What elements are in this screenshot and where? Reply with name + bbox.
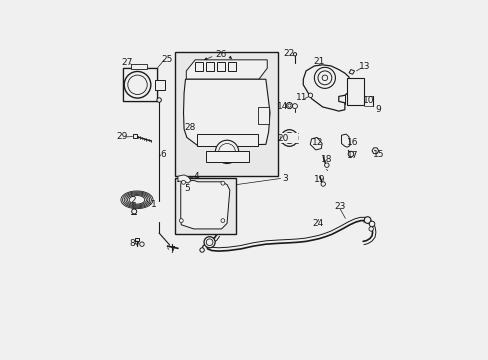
- Text: 26: 26: [215, 50, 227, 59]
- Bar: [132, 134, 137, 138]
- Text: 5: 5: [184, 184, 190, 193]
- Bar: [346, 77, 363, 105]
- Circle shape: [324, 163, 328, 167]
- Polygon shape: [371, 148, 378, 154]
- Bar: [281, 133, 297, 143]
- Bar: [155, 80, 164, 90]
- Circle shape: [157, 98, 161, 102]
- Bar: [257, 107, 268, 123]
- Bar: [206, 151, 249, 162]
- Text: 8: 8: [129, 239, 135, 248]
- Text: 22: 22: [283, 49, 294, 58]
- Bar: [228, 62, 236, 71]
- Text: 7: 7: [168, 246, 174, 255]
- Bar: [196, 134, 257, 146]
- Text: 21: 21: [313, 57, 325, 66]
- Text: 27: 27: [122, 58, 133, 67]
- Bar: [346, 78, 363, 104]
- Circle shape: [364, 217, 370, 223]
- Circle shape: [179, 219, 183, 222]
- Circle shape: [131, 209, 137, 214]
- Circle shape: [292, 104, 297, 109]
- Circle shape: [181, 180, 185, 184]
- Bar: [135, 238, 139, 241]
- Bar: [175, 179, 236, 234]
- Text: 16: 16: [346, 139, 358, 148]
- Bar: [122, 68, 157, 102]
- Text: 6: 6: [160, 150, 166, 158]
- Circle shape: [320, 182, 325, 186]
- Circle shape: [215, 140, 238, 163]
- Polygon shape: [181, 180, 229, 229]
- Polygon shape: [309, 138, 322, 150]
- Text: 3: 3: [282, 174, 287, 183]
- Text: 4: 4: [193, 172, 199, 181]
- Bar: [131, 64, 147, 69]
- Text: 2: 2: [130, 196, 135, 205]
- Text: 1: 1: [151, 200, 157, 209]
- Text: 25: 25: [162, 54, 173, 63]
- Circle shape: [347, 151, 353, 157]
- Circle shape: [286, 103, 292, 109]
- Polygon shape: [186, 60, 267, 79]
- Text: 20: 20: [277, 134, 288, 143]
- Circle shape: [221, 181, 224, 185]
- Text: 15: 15: [372, 150, 384, 158]
- Text: 11: 11: [296, 93, 307, 102]
- Bar: [217, 62, 224, 71]
- Text: 17: 17: [346, 151, 358, 160]
- Text: 10: 10: [363, 95, 374, 104]
- Text: 18: 18: [320, 155, 331, 164]
- Polygon shape: [178, 175, 191, 183]
- Text: 24: 24: [311, 220, 323, 229]
- Polygon shape: [303, 65, 350, 111]
- Circle shape: [203, 237, 215, 248]
- Bar: [175, 51, 277, 176]
- Text: 23: 23: [333, 202, 345, 211]
- Polygon shape: [348, 69, 354, 74]
- Polygon shape: [341, 134, 349, 147]
- Text: 29: 29: [116, 132, 127, 141]
- Text: 13: 13: [358, 62, 369, 71]
- Circle shape: [140, 242, 144, 246]
- Circle shape: [314, 67, 335, 89]
- Circle shape: [368, 221, 374, 227]
- Text: 14: 14: [277, 102, 288, 111]
- Text: 12: 12: [311, 138, 323, 147]
- Text: 9: 9: [374, 105, 380, 114]
- Text: 19: 19: [313, 175, 325, 184]
- Circle shape: [200, 248, 204, 252]
- Circle shape: [368, 227, 373, 231]
- Circle shape: [293, 53, 296, 56]
- Circle shape: [281, 130, 297, 146]
- Circle shape: [221, 219, 224, 222]
- Text: 28: 28: [183, 123, 195, 132]
- Bar: [195, 62, 203, 71]
- Bar: [206, 62, 214, 71]
- Polygon shape: [183, 79, 269, 146]
- Circle shape: [307, 93, 312, 98]
